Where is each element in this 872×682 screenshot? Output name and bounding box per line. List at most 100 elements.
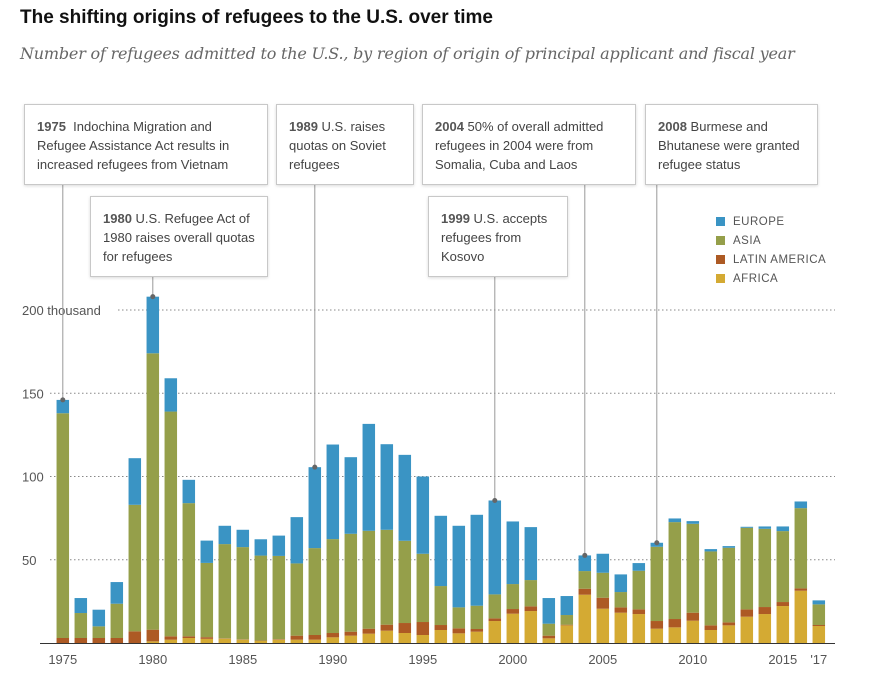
y-tick-label: 150 xyxy=(22,386,44,401)
annotation-year: 2004 xyxy=(435,119,464,134)
bar-segment-latin-america xyxy=(596,597,610,609)
bar-segment-asia xyxy=(290,563,304,636)
bar-segment-europe xyxy=(308,467,322,549)
bar-segment-asia xyxy=(218,544,232,639)
bar-segment-latin-america xyxy=(722,622,736,626)
bar-segment-africa xyxy=(452,633,466,643)
bar-segment-asia xyxy=(272,555,286,640)
bar-segment-europe xyxy=(740,526,754,528)
y-tick-label: 50 xyxy=(22,553,36,568)
bar-segment-latin-america xyxy=(452,628,466,634)
bar-segment-latin-america xyxy=(416,622,430,636)
bar-segment-latin-america xyxy=(398,623,412,634)
annotation-dot xyxy=(150,294,156,300)
annotation-dot xyxy=(60,397,66,403)
bar-segment-africa xyxy=(596,608,610,643)
bar-segment-asia xyxy=(344,533,358,632)
bar-segment-latin-america xyxy=(776,602,790,607)
bar-segment-latin-america xyxy=(740,609,754,617)
bar-segment-latin-america xyxy=(812,625,826,627)
bar-segment-asia xyxy=(740,527,754,610)
bar-segment-latin-america xyxy=(578,588,592,595)
bar-segment-europe xyxy=(182,479,196,504)
bar-segment-europe xyxy=(236,529,250,548)
legend-swatch xyxy=(716,255,725,264)
bar-segment-africa xyxy=(578,594,592,643)
bar-segment-africa xyxy=(380,630,394,643)
bar-segment-africa xyxy=(200,638,214,643)
annotation-year: 1999 xyxy=(441,211,470,226)
bar-segment-africa xyxy=(182,638,196,643)
bar-segment-asia xyxy=(236,547,250,640)
bar-segment-europe xyxy=(470,514,484,606)
bar-segment-africa xyxy=(470,631,484,643)
x-tick-label: 2015 xyxy=(768,652,797,667)
bar-segment-asia xyxy=(416,553,430,623)
bar-segment-asia xyxy=(380,529,394,625)
bar-segment-asia xyxy=(812,604,826,626)
bar-segment-asia xyxy=(308,548,322,636)
annotation-text: Burmese and Bhutanese were granted refug… xyxy=(658,119,800,172)
annotation-year: 1975 xyxy=(37,119,66,134)
bar-segment-asia xyxy=(596,572,610,598)
annotation-dot xyxy=(654,540,660,546)
legend: EUROPE ASIA LATIN AMERICA AFRICA xyxy=(716,212,826,288)
bar-segment-asia xyxy=(182,503,196,637)
bar-segment-africa xyxy=(704,630,718,643)
bar-segment-latin-america xyxy=(668,619,682,628)
annotation-text: U.S. accepts refugees from Kosovo xyxy=(441,211,548,264)
bar-segment-africa xyxy=(254,640,268,643)
bar-segment-latin-america xyxy=(74,638,88,643)
bar-segment-europe xyxy=(290,517,304,564)
bar-segment-asia xyxy=(434,586,448,626)
bar-segment-latin-america xyxy=(704,625,718,631)
bar-segment-europe xyxy=(506,521,520,585)
bar-segment-latin-america xyxy=(758,607,772,615)
bar-segment-africa xyxy=(740,616,754,643)
bar-segment-latin-america xyxy=(182,636,196,639)
bar-segment-europe xyxy=(596,553,610,573)
bar-segment-latin-america xyxy=(470,629,484,632)
bar-segment-asia xyxy=(92,626,106,639)
bar-segment-latin-america xyxy=(794,588,808,591)
annotation-2008: 2008 Burmese and Bhutanese were granted … xyxy=(645,104,818,185)
bar-segment-europe xyxy=(632,563,646,571)
bar-segment-africa xyxy=(794,590,808,643)
bar-segment-africa xyxy=(722,625,736,643)
bar-segment-latin-america xyxy=(650,621,664,629)
annotation-dot xyxy=(582,552,588,558)
bar-segment-africa xyxy=(236,639,250,643)
bar-segment-asia xyxy=(200,562,214,638)
bar-segment-europe xyxy=(578,555,592,572)
legend-label: AFRICA xyxy=(733,272,779,285)
bar-segment-europe xyxy=(344,457,358,534)
bar-segment-europe xyxy=(128,458,142,505)
bar-segment-asia xyxy=(398,540,412,624)
annotation-year: 1989 xyxy=(289,119,318,134)
bar-segment-asia xyxy=(488,594,502,619)
bar-segment-asia xyxy=(506,584,520,610)
bar-segment-latin-america xyxy=(560,624,574,626)
annotation-1980: 1980 U.S. Refugee Act of 1980 raises ove… xyxy=(90,196,268,277)
bar-segment-europe xyxy=(758,526,772,529)
bar-segment-africa xyxy=(434,630,448,643)
bar-segment-latin-america xyxy=(200,637,214,639)
bar-segment-europe xyxy=(452,525,466,608)
bar-segment-europe xyxy=(326,444,340,540)
annotation-text: U.S. raises quotas on Soviet refugees xyxy=(289,119,386,172)
bar-segment-latin-america xyxy=(308,635,322,640)
bar-segment-latin-america xyxy=(380,624,394,631)
legend-label: ASIA xyxy=(733,234,762,247)
bar-segment-europe xyxy=(686,521,700,524)
bar-segment-asia xyxy=(542,623,556,636)
bar-segment-latin-america xyxy=(56,638,70,643)
annotation-year: 2008 xyxy=(658,119,687,134)
bar-segment-europe xyxy=(812,600,826,605)
bar-segment-europe xyxy=(272,535,286,556)
bar-segment-latin-america xyxy=(290,635,304,640)
bar-segment-asia xyxy=(452,607,466,629)
bar-segment-europe xyxy=(200,540,214,563)
x-tick-label: 1995 xyxy=(408,652,437,667)
